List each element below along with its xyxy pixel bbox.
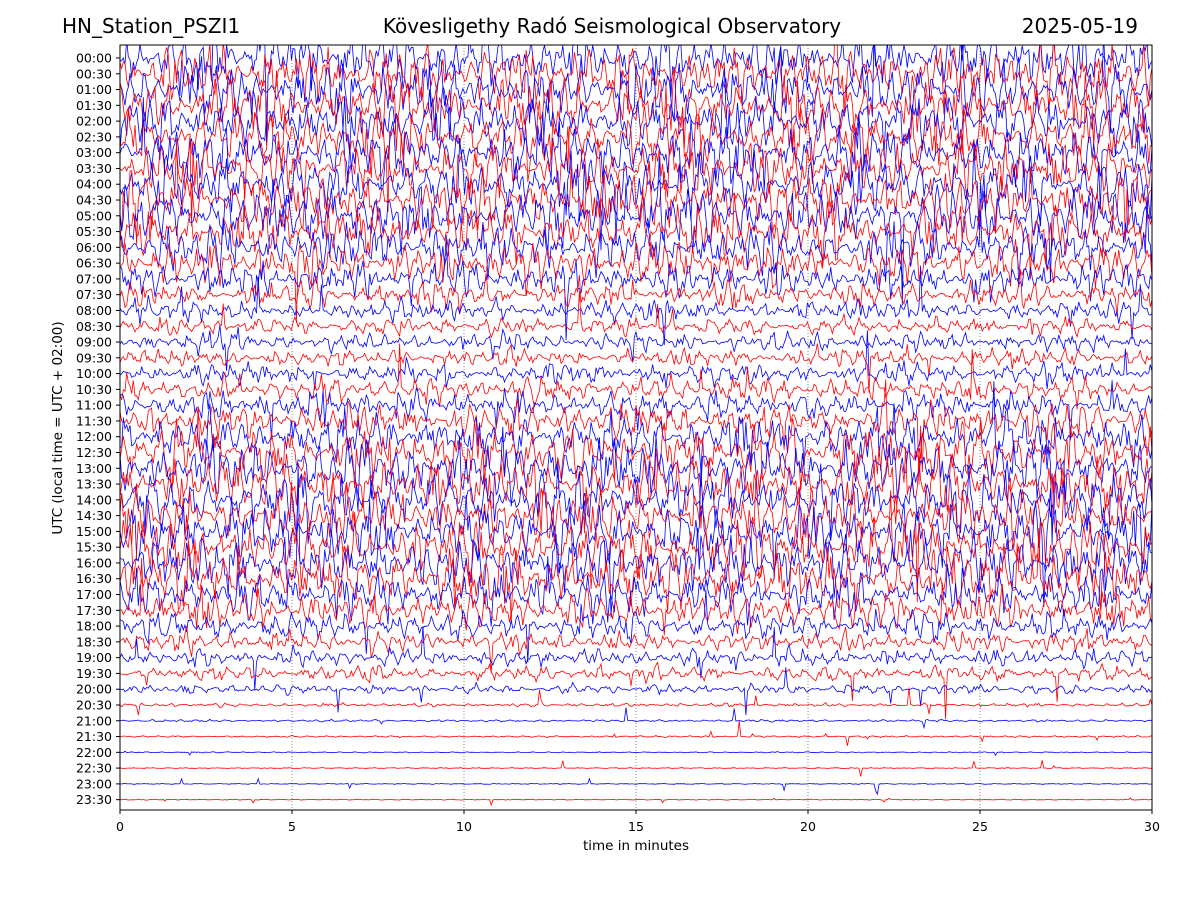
y-tick-label: 03:30 xyxy=(76,161,112,176)
trace-line xyxy=(120,469,1152,608)
y-tick-label: 11:30 xyxy=(76,413,112,428)
y-tick-label: 03:00 xyxy=(76,145,112,160)
x-tick-label: 5 xyxy=(288,819,296,834)
y-tick-label: 22:00 xyxy=(76,745,112,760)
y-tick-label: 13:30 xyxy=(76,477,112,492)
trace-line xyxy=(120,472,1152,603)
trace-line xyxy=(120,239,1152,324)
y-tick-label: 07:00 xyxy=(76,271,112,286)
trace-line xyxy=(120,343,1152,410)
trace-line xyxy=(120,126,1152,200)
y-tick-label: 01:00 xyxy=(76,82,112,97)
y-tick-label: 10:30 xyxy=(76,382,112,397)
y-tick-label: 05:30 xyxy=(76,224,112,239)
y-tick-label: 20:30 xyxy=(76,697,112,712)
x-tick-label: 20 xyxy=(800,819,816,834)
x-axis: 0 5 10 15 20 25 30 xyxy=(116,810,1160,834)
y-tick-label: 17:30 xyxy=(76,603,112,618)
trace-line xyxy=(120,290,1152,339)
y-tick-label: 17:00 xyxy=(76,587,112,602)
y-tick-label: 12:00 xyxy=(76,429,112,444)
trace-line xyxy=(120,750,1152,757)
y-tick-label: 10:00 xyxy=(76,366,112,381)
trace-line xyxy=(120,667,1152,716)
trace-line xyxy=(120,721,1152,746)
seismic-traces xyxy=(120,45,1152,807)
trace-line xyxy=(120,589,1152,663)
trace-line xyxy=(120,325,1152,371)
x-tick-label: 15 xyxy=(628,819,644,834)
trace-line xyxy=(120,760,1152,777)
y-tick-label: 14:00 xyxy=(76,492,112,507)
y-tick-label: 09:30 xyxy=(76,350,112,365)
trace-line xyxy=(120,45,1152,140)
y-tick-label: 08:00 xyxy=(76,303,112,318)
trace-line xyxy=(120,462,1152,618)
x-axis-label: time in minutes xyxy=(583,838,689,854)
y-tick-label: 06:30 xyxy=(76,256,112,271)
trace-line xyxy=(120,556,1152,627)
y-tick-label: 00:00 xyxy=(76,51,112,66)
x-tick-label: 30 xyxy=(1144,819,1160,834)
y-tick-label: 02:30 xyxy=(76,129,112,144)
y-tick-label: 18:00 xyxy=(76,619,112,634)
trace-line xyxy=(120,777,1152,796)
y-tick-label: 07:30 xyxy=(76,287,112,302)
y-tick-label: 21:00 xyxy=(76,713,112,728)
y-tick-label: 19:00 xyxy=(76,650,112,665)
y-tick-label: 05:00 xyxy=(76,208,112,223)
y-tick-label: 15:30 xyxy=(76,540,112,555)
station-name: HN_Station_PSZI1 xyxy=(62,14,241,38)
trace-line xyxy=(120,625,1152,674)
y-tick-label: 00:30 xyxy=(76,66,112,81)
y-axis: 00:0000:3001:0001:3002:0002:3003:0003:30… xyxy=(76,51,120,807)
y-tick-label: 04:00 xyxy=(76,177,112,192)
trace-line xyxy=(120,269,1152,317)
trace-line xyxy=(120,661,1152,720)
chart-date: 2025-05-19 xyxy=(1021,14,1138,38)
y-tick-label: 19:30 xyxy=(76,666,112,681)
y-tick-label: 12:30 xyxy=(76,445,112,460)
trace-line xyxy=(120,97,1152,210)
trace-line xyxy=(120,381,1152,472)
y-tick-label: 13:00 xyxy=(76,461,112,476)
trace-line xyxy=(120,234,1152,341)
trace-line xyxy=(120,330,1152,390)
y-tick-label: 01:30 xyxy=(76,98,112,113)
trace-line xyxy=(120,426,1152,546)
trace-line xyxy=(120,68,1152,160)
y-tick-label: 20:00 xyxy=(76,682,112,697)
y-tick-label: 21:30 xyxy=(76,729,112,744)
x-tick-label: 10 xyxy=(456,819,472,834)
y-tick-label: 18:30 xyxy=(76,634,112,649)
y-tick-label: 23:00 xyxy=(76,776,112,791)
y-tick-label: 23:30 xyxy=(76,792,112,807)
x-tick-label: 25 xyxy=(972,819,988,834)
y-tick-label: 04:30 xyxy=(76,193,112,208)
y-axis-label: UTC (local time = UTC + 02:00) xyxy=(50,321,66,534)
trace-line xyxy=(120,797,1152,807)
y-tick-label: 08:30 xyxy=(76,319,112,334)
y-tick-label: 09:00 xyxy=(76,335,112,350)
x-tick-label: 0 xyxy=(116,819,124,834)
trace-line xyxy=(120,156,1152,306)
trace-line xyxy=(120,45,1152,146)
y-tick-label: 16:30 xyxy=(76,571,112,586)
y-tick-label: 15:00 xyxy=(76,524,112,539)
y-tick-label: 22:30 xyxy=(76,761,112,776)
y-tick-label: 06:00 xyxy=(76,240,112,255)
trace-line xyxy=(120,343,1152,393)
trace-line xyxy=(120,490,1152,590)
trace-line xyxy=(120,406,1152,493)
trace-line xyxy=(120,265,1152,346)
y-tick-label: 16:00 xyxy=(76,555,112,570)
trace-line xyxy=(120,707,1152,730)
y-tick-label: 14:30 xyxy=(76,508,112,523)
chart-title: Kövesligethy Radó Seismological Observat… xyxy=(382,14,842,38)
y-tick-label: 11:00 xyxy=(76,398,112,413)
trace-line xyxy=(120,626,1152,691)
trace-line xyxy=(120,687,1152,716)
y-tick-label: 02:00 xyxy=(76,114,112,129)
